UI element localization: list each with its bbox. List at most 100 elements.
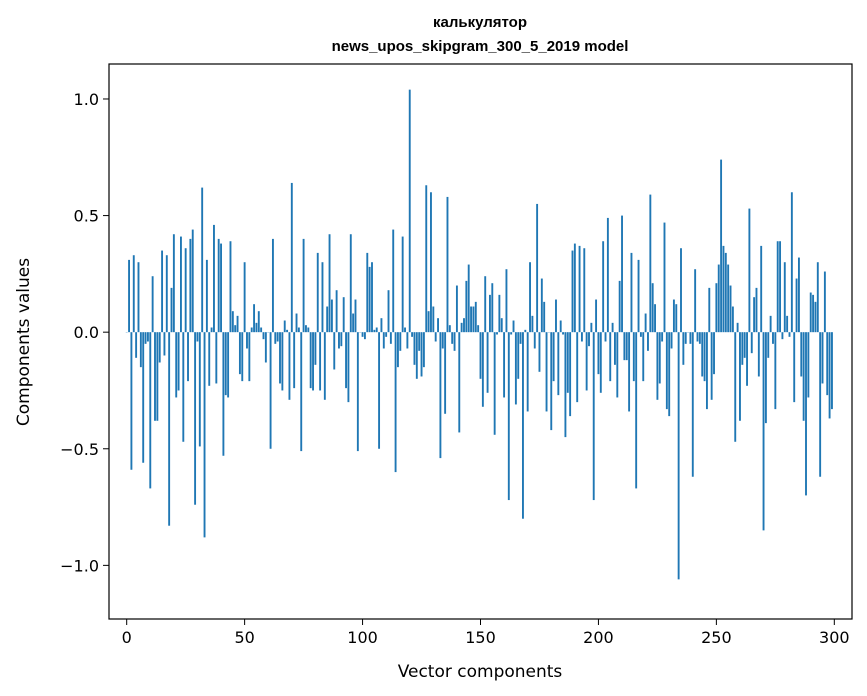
bar xyxy=(675,304,678,333)
bar xyxy=(312,332,314,391)
bar xyxy=(463,318,465,333)
bar xyxy=(739,332,741,421)
bar xyxy=(654,304,656,333)
bar xyxy=(389,332,392,344)
bar xyxy=(826,332,829,396)
bar xyxy=(722,245,725,333)
bar xyxy=(297,327,300,333)
x-axis-label: Vector components xyxy=(398,662,563,682)
bar xyxy=(380,318,383,333)
bar xyxy=(132,255,135,333)
bar xyxy=(524,329,527,333)
bar xyxy=(569,332,572,417)
bar xyxy=(748,208,751,333)
bar xyxy=(194,332,197,505)
bar xyxy=(172,234,175,333)
bar xyxy=(729,285,732,333)
bar xyxy=(413,332,416,365)
bar xyxy=(158,332,161,363)
bar xyxy=(392,229,395,333)
bar xyxy=(455,285,458,333)
bar xyxy=(378,332,381,449)
bar xyxy=(234,325,237,333)
bar xyxy=(453,332,456,351)
bar xyxy=(474,301,477,333)
bar xyxy=(647,332,649,351)
bar xyxy=(807,332,810,398)
bar xyxy=(694,269,697,333)
bar xyxy=(684,332,687,344)
bar xyxy=(135,332,138,358)
bar xyxy=(583,248,586,333)
bar xyxy=(347,332,350,403)
bar xyxy=(746,332,748,386)
bar xyxy=(486,332,489,393)
bar xyxy=(602,241,605,333)
bar xyxy=(668,332,671,417)
bar xyxy=(618,280,621,333)
bar xyxy=(326,306,329,333)
bar xyxy=(658,332,661,384)
bar xyxy=(300,332,303,452)
bar xyxy=(385,332,388,337)
bar xyxy=(217,238,220,333)
bar xyxy=(420,332,423,377)
bar xyxy=(404,327,406,333)
bar xyxy=(503,332,506,398)
bar xyxy=(505,269,508,333)
bar xyxy=(691,332,694,477)
x-tick-label: 300 xyxy=(819,628,850,647)
bar xyxy=(715,283,718,333)
bar xyxy=(477,325,480,333)
bar xyxy=(779,241,782,333)
bar xyxy=(243,262,246,333)
bar xyxy=(635,332,638,489)
bar xyxy=(271,238,274,333)
bar xyxy=(241,332,244,382)
bar xyxy=(302,238,305,333)
bar xyxy=(788,332,791,337)
bar xyxy=(753,297,756,333)
y-tick-label: 0.0 xyxy=(74,323,99,342)
bar xyxy=(253,304,256,333)
bar xyxy=(750,332,753,354)
bar xyxy=(213,224,215,333)
bar xyxy=(144,332,147,344)
bar xyxy=(519,332,522,344)
bar xyxy=(680,248,682,333)
bar xyxy=(488,294,491,333)
bar xyxy=(130,332,133,470)
x-ticks: 0 50 100 150 200 250 300 xyxy=(122,619,850,647)
bar xyxy=(451,332,454,344)
bar xyxy=(434,332,437,342)
y-tick-label: 1.0 xyxy=(74,90,99,109)
bar xyxy=(614,332,616,365)
bar xyxy=(250,327,253,333)
bar xyxy=(397,332,399,368)
x-tick-label: 50 xyxy=(234,628,254,647)
bar xyxy=(642,332,645,382)
bar xyxy=(444,332,447,414)
bar xyxy=(238,332,241,375)
plot-frame xyxy=(108,63,853,620)
bar xyxy=(595,299,598,333)
bar xyxy=(470,306,473,333)
bar xyxy=(571,250,574,333)
bar xyxy=(210,327,213,333)
bar xyxy=(809,292,812,333)
bar xyxy=(639,332,642,337)
bar xyxy=(491,283,494,333)
bar xyxy=(703,332,706,382)
x-tick-label: 0 xyxy=(122,628,132,647)
y-ticks: −1.0 −0.5 0.0 0.5 1.0 xyxy=(60,90,109,575)
bar xyxy=(333,332,336,370)
bar xyxy=(430,192,432,333)
bar xyxy=(255,322,258,333)
bar xyxy=(800,332,803,377)
bar xyxy=(677,332,680,580)
bar xyxy=(708,287,711,333)
bar xyxy=(578,245,581,333)
bar xyxy=(283,320,286,333)
bar xyxy=(814,301,817,333)
bar xyxy=(514,332,517,405)
